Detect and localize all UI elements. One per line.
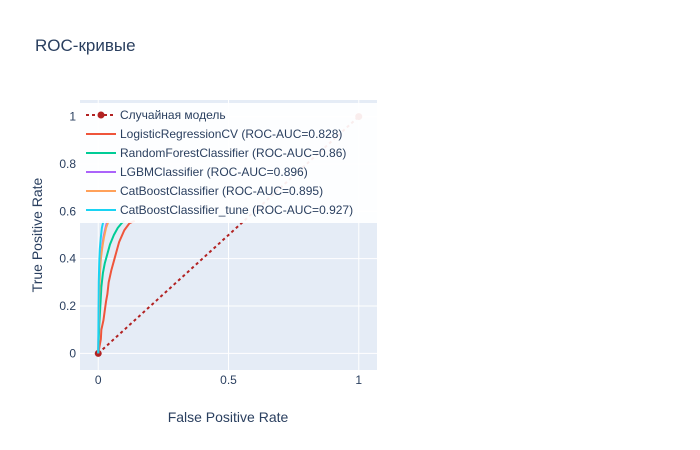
legend-item-5[interactable]: CatBoostClassifier_tune (ROC-AUC=0.927) [86,203,353,217]
x-tick-label: 0.5 [220,373,237,387]
y-tick-label: 0.8 [59,157,76,171]
y-tick-label: 0.4 [59,252,76,266]
legend-label: RandomForestClassifier (ROC-AUC=0.86) [120,146,346,160]
legend-label: LGBMClassifier (ROC-AUC=0.896) [120,165,308,179]
x-axis-title: False Positive Rate [168,409,289,425]
y-tick-label: 0 [69,346,76,360]
y-tick-label: 1 [69,110,76,124]
y-tick-label: 0.6 [59,204,76,218]
series-line-0 [97,115,360,355]
series-line-2 [97,220,125,354]
chart-title: ROC-кривые [35,36,136,55]
series-line-5 [97,220,105,354]
legend-label: CatBoostClassifier (ROC-AUC=0.895) [120,184,323,198]
legend-item-1[interactable]: LogisticRegressionCV (ROC-AUC=0.828) [86,127,342,141]
legend-label: CatBoostClassifier_tune (ROC-AUC=0.927) [120,203,353,217]
y-axis-title: True Positive Rate [29,177,45,292]
y-tick-label: 0.2 [59,299,76,313]
legend-marker [97,111,105,119]
legend-background [80,103,380,223]
x-tick-label: 1 [355,373,362,387]
series-line-1 [97,219,136,354]
legend-item-3[interactable]: LGBMClassifier (ROC-AUC=0.896) [86,165,308,179]
legend-item-2[interactable]: RandomForestClassifier (ROC-AUC=0.86) [86,146,346,160]
legend-label: LogisticRegressionCV (ROC-AUC=0.828) [120,127,342,141]
legend-item-0[interactable]: Случайная модель [86,108,226,122]
legend[interactable]: Случайная модель LogisticRegressionCV (RO… [80,103,380,223]
legend-item-4[interactable]: CatBoostClassifier (ROC-AUC=0.895) [86,184,323,198]
series-point [94,349,102,357]
x-tick-label: 0 [95,373,102,387]
legend-label: Случайная модель [120,108,226,122]
tick-labels: 0 0.5 1 0 0.2 0.4 0.6 0.8 1 [59,110,362,387]
series-layer [94,113,363,357]
